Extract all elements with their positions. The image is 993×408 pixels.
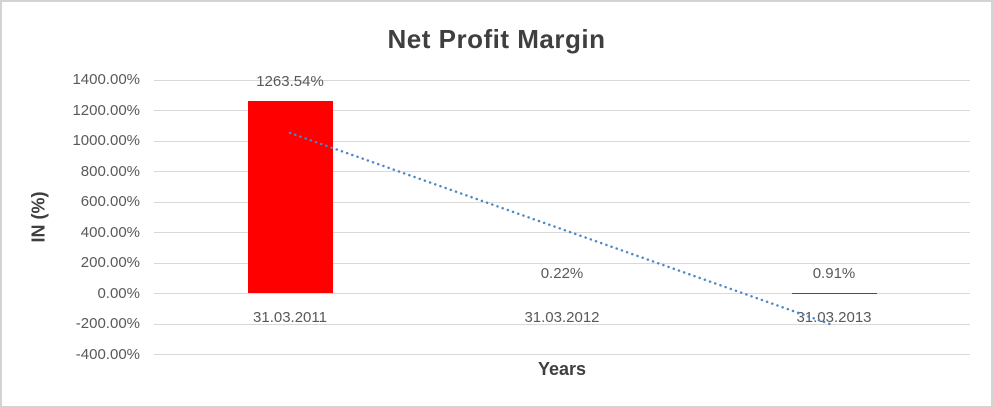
chart-title: Net Profit Margin — [387, 24, 606, 54]
category-label: 31.03.2012 — [524, 308, 600, 326]
y-axis-tick-label: -400.00% — [75, 345, 140, 363]
data-label: 1263.54% — [256, 72, 324, 90]
y-axis-tick-label: -200.00% — [75, 315, 140, 332]
y-axis-tick-label: 200.00% — [80, 254, 140, 271]
gridline — [154, 110, 970, 111]
y-axis-tick-label: 1000.00% — [72, 132, 140, 149]
data-label: 0.91% — [812, 265, 856, 283]
y-axis-tick-label: 400.00% — [80, 223, 140, 241]
gridline — [154, 354, 970, 355]
y-axis-tick-label: 0.00% — [97, 284, 140, 302]
y-axis-tick-label: 1200.00% — [72, 101, 140, 119]
data-label: 0.22% — [540, 265, 584, 283]
category-label: 31.03.2013 — [796, 308, 872, 326]
category-label: 31.03.2011 — [253, 308, 327, 326]
y-axis-tick-label: 1400.00% — [72, 71, 140, 88]
trendline — [288, 131, 836, 327]
gridline — [154, 79, 970, 81]
y-axis-tick-label: 600.00% — [80, 193, 140, 210]
y-axis-tick-label: 800.00% — [80, 162, 140, 180]
bar-31.03.2011 — [247, 100, 333, 294]
x-axis-title: Years — [537, 359, 587, 379]
